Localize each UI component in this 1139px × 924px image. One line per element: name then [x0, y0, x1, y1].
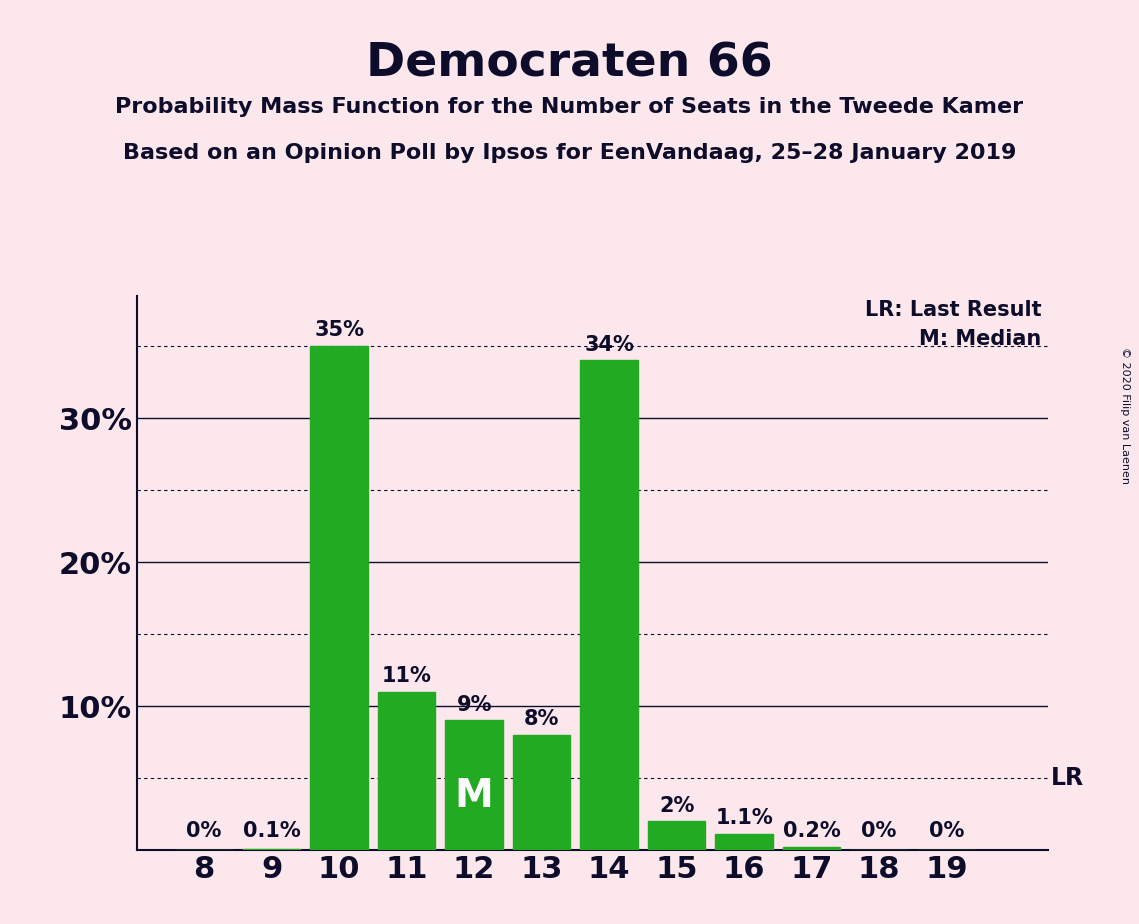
Text: 0%: 0%: [929, 821, 965, 842]
Bar: [243, 848, 301, 850]
Text: 0.1%: 0.1%: [243, 821, 301, 842]
Bar: [311, 346, 368, 850]
Text: LR: Last Result: LR: Last Result: [865, 300, 1041, 320]
Text: 9%: 9%: [457, 695, 492, 715]
Text: 8%: 8%: [524, 709, 559, 729]
Bar: [513, 735, 571, 850]
Text: M: Median: M: Median: [919, 329, 1041, 348]
Text: © 2020 Filip van Laenen: © 2020 Filip van Laenen: [1121, 347, 1130, 484]
Bar: [581, 360, 638, 850]
Text: 35%: 35%: [314, 321, 364, 340]
Bar: [715, 834, 773, 850]
Text: 1.1%: 1.1%: [715, 808, 773, 829]
Bar: [648, 821, 705, 850]
Text: M: M: [454, 777, 493, 815]
Bar: [378, 692, 435, 850]
Text: Based on an Opinion Poll by Ipsos for EenVandaag, 25–28 January 2019: Based on an Opinion Poll by Ipsos for Ee…: [123, 143, 1016, 164]
Text: 0.2%: 0.2%: [782, 821, 841, 842]
Bar: [445, 721, 502, 850]
Bar: [782, 847, 841, 850]
Text: LR: LR: [1051, 766, 1084, 790]
Text: Probability Mass Function for the Number of Seats in the Tweede Kamer: Probability Mass Function for the Number…: [115, 97, 1024, 117]
Text: 0%: 0%: [187, 821, 222, 842]
Text: Democraten 66: Democraten 66: [366, 42, 773, 87]
Text: 34%: 34%: [584, 334, 634, 355]
Text: 2%: 2%: [659, 796, 695, 816]
Text: 0%: 0%: [861, 821, 896, 842]
Text: 11%: 11%: [382, 666, 432, 686]
